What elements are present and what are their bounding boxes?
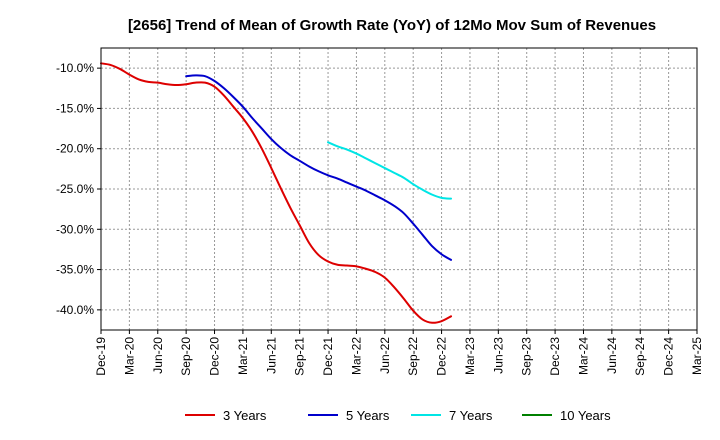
- y-axis-ticks: -10.0% -15.0% -20.0% -25.0% -30.0% -35.0% -40.…: [56, 61, 101, 317]
- series-line-3-years: [100, 62, 453, 324]
- legend: 3 Years 5 Years 7 Years 10 Years: [185, 408, 611, 423]
- legend-label-5-years: 5 Years: [346, 408, 390, 423]
- y-tick-label: -10.0%: [56, 61, 94, 75]
- x-tick-label: Sep-23: [520, 337, 534, 376]
- x-tick-label: Dec-22: [435, 337, 449, 376]
- y-tick-label: -15.0%: [56, 101, 94, 115]
- x-tick-label: Mar-25: [690, 337, 704, 375]
- x-tick-label: Jun-24: [605, 337, 619, 374]
- legend-label-3-years: 3 Years: [223, 408, 267, 423]
- y-tick-label: -25.0%: [56, 182, 94, 196]
- x-tick-label: Sep-24: [633, 337, 647, 376]
- chart-title: [2656] Trend of Mean of Growth Rate (YoY…: [128, 17, 656, 34]
- x-tick-label: Jun-20: [151, 337, 165, 374]
- x-tick-label: Mar-21: [236, 337, 250, 375]
- series-line-7-years: [327, 141, 453, 200]
- x-tick-label: Sep-22: [406, 337, 420, 376]
- x-axis-ticks: Dec-19 Mar-20 Jun-20 Sep-20 Dec-20 Mar-21 Jun-…: [94, 330, 704, 376]
- x-tick-label: Dec-21: [321, 337, 335, 376]
- x-tick-label: Sep-21: [293, 337, 307, 376]
- y-tick-label: -20.0%: [56, 142, 94, 156]
- x-tick-label: Sep-20: [179, 337, 193, 376]
- x-tick-label: Mar-22: [349, 337, 363, 375]
- plot-border: [100, 47, 698, 331]
- x-tick-label: Jun-21: [264, 337, 278, 374]
- x-tick-label: Jun-22: [378, 337, 392, 374]
- y-tick-label: -40.0%: [56, 303, 94, 317]
- series-line-5-years: [185, 74, 453, 261]
- x-tick-label: Dec-24: [662, 337, 676, 376]
- x-tick-label: Dec-20: [208, 337, 222, 376]
- x-tick-label: Mar-24: [576, 337, 590, 375]
- x-tick-label: Dec-19: [94, 337, 108, 376]
- grid-layer: [100, 48, 698, 330]
- x-tick-label: Dec-23: [548, 337, 562, 376]
- legend-label-7-years: 7 Years: [449, 408, 493, 423]
- x-tick-label: Jun-23: [491, 337, 505, 374]
- y-tick-label: -30.0%: [56, 222, 94, 236]
- legend-label-10-years: 10 Years: [560, 408, 611, 423]
- x-tick-label: Mar-23: [463, 337, 477, 375]
- x-tick-label: Mar-20: [122, 337, 136, 375]
- series-layer: [100, 62, 453, 324]
- y-tick-label: -35.0%: [56, 263, 94, 277]
